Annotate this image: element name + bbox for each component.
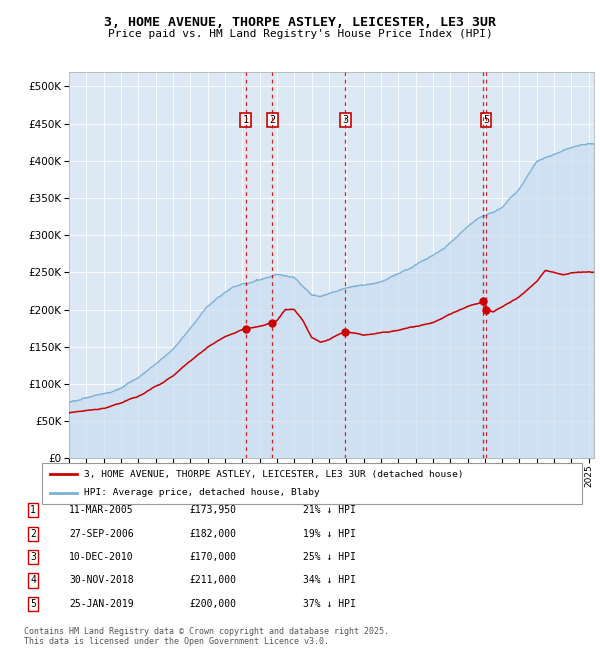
Text: Price paid vs. HM Land Registry's House Price Index (HPI): Price paid vs. HM Land Registry's House … <box>107 29 493 39</box>
Text: 1: 1 <box>30 505 36 515</box>
Text: 27-SEP-2006: 27-SEP-2006 <box>69 528 134 539</box>
Text: 5: 5 <box>30 599 36 609</box>
Text: 34% ↓ HPI: 34% ↓ HPI <box>303 575 356 586</box>
Text: 21% ↓ HPI: 21% ↓ HPI <box>303 505 356 515</box>
Text: £170,000: £170,000 <box>189 552 236 562</box>
Text: 3: 3 <box>342 115 349 125</box>
Text: 11-MAR-2005: 11-MAR-2005 <box>69 505 134 515</box>
Text: 5: 5 <box>483 115 489 125</box>
Text: 3, HOME AVENUE, THORPE ASTLEY, LEICESTER, LE3 3UR (detached house): 3, HOME AVENUE, THORPE ASTLEY, LEICESTER… <box>84 470 464 479</box>
Text: 3: 3 <box>30 552 36 562</box>
Text: £200,000: £200,000 <box>189 599 236 609</box>
Text: 25% ↓ HPI: 25% ↓ HPI <box>303 552 356 562</box>
Text: Contains HM Land Registry data © Crown copyright and database right 2025.: Contains HM Land Registry data © Crown c… <box>24 627 389 636</box>
Text: 10-DEC-2010: 10-DEC-2010 <box>69 552 134 562</box>
Text: 37% ↓ HPI: 37% ↓ HPI <box>303 599 356 609</box>
Text: 2: 2 <box>30 528 36 539</box>
Text: HPI: Average price, detached house, Blaby: HPI: Average price, detached house, Blab… <box>84 488 320 497</box>
Text: 19% ↓ HPI: 19% ↓ HPI <box>303 528 356 539</box>
Text: 4: 4 <box>30 575 36 586</box>
Text: 2: 2 <box>269 115 275 125</box>
Text: 1: 1 <box>242 115 248 125</box>
Text: 3, HOME AVENUE, THORPE ASTLEY, LEICESTER, LE3 3UR: 3, HOME AVENUE, THORPE ASTLEY, LEICESTER… <box>104 16 496 29</box>
Text: 25-JAN-2019: 25-JAN-2019 <box>69 599 134 609</box>
Text: 30-NOV-2018: 30-NOV-2018 <box>69 575 134 586</box>
Text: £182,000: £182,000 <box>189 528 236 539</box>
Text: £173,950: £173,950 <box>189 505 236 515</box>
FancyBboxPatch shape <box>42 463 582 504</box>
Text: This data is licensed under the Open Government Licence v3.0.: This data is licensed under the Open Gov… <box>24 637 329 646</box>
Text: £211,000: £211,000 <box>189 575 236 586</box>
